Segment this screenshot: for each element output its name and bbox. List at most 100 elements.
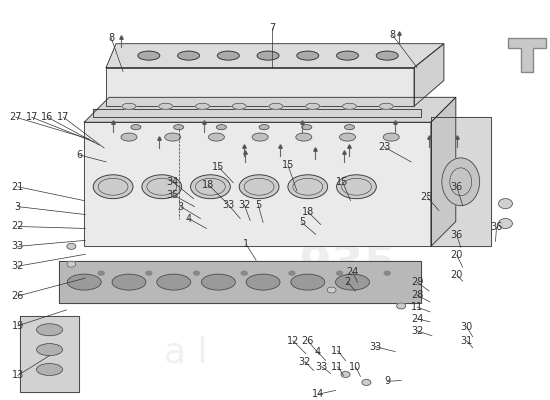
Ellipse shape: [67, 243, 76, 249]
Text: 32: 32: [411, 326, 424, 336]
Ellipse shape: [362, 380, 371, 385]
Ellipse shape: [306, 103, 320, 109]
Ellipse shape: [37, 364, 63, 376]
Text: a l: a l: [164, 336, 207, 370]
Text: 8: 8: [108, 33, 114, 43]
Ellipse shape: [397, 303, 405, 309]
Polygon shape: [94, 109, 421, 117]
Ellipse shape: [269, 103, 283, 109]
Text: es: es: [268, 147, 392, 240]
Ellipse shape: [289, 271, 295, 275]
Polygon shape: [431, 117, 491, 246]
Ellipse shape: [336, 274, 370, 290]
Text: 13: 13: [12, 370, 24, 380]
Text: 2: 2: [344, 277, 351, 287]
Text: 15: 15: [212, 162, 224, 172]
Text: 8: 8: [389, 30, 395, 40]
Text: 36: 36: [450, 182, 463, 192]
Text: 25: 25: [421, 192, 433, 202]
Text: 30: 30: [460, 322, 473, 332]
Ellipse shape: [196, 103, 210, 109]
Ellipse shape: [246, 274, 280, 290]
Text: 26: 26: [12, 291, 24, 301]
Ellipse shape: [376, 51, 398, 60]
Ellipse shape: [288, 175, 328, 199]
Text: 7: 7: [269, 23, 275, 33]
Text: 5: 5: [255, 200, 261, 210]
Ellipse shape: [178, 51, 200, 60]
Polygon shape: [508, 38, 546, 72]
Ellipse shape: [142, 175, 182, 199]
Text: 32: 32: [12, 261, 24, 271]
Text: 24: 24: [346, 267, 359, 277]
Ellipse shape: [297, 51, 318, 60]
Ellipse shape: [337, 175, 376, 199]
Text: 29: 29: [411, 277, 424, 287]
Text: 3: 3: [178, 202, 184, 212]
Ellipse shape: [498, 218, 513, 228]
Ellipse shape: [257, 51, 279, 60]
Text: 18: 18: [202, 180, 215, 190]
Ellipse shape: [337, 51, 359, 60]
Ellipse shape: [252, 133, 268, 141]
Text: 32: 32: [299, 356, 311, 366]
Ellipse shape: [302, 125, 312, 130]
Text: 31: 31: [460, 336, 473, 346]
Text: 11: 11: [411, 302, 423, 312]
Ellipse shape: [259, 125, 269, 130]
Ellipse shape: [146, 271, 152, 275]
Ellipse shape: [232, 103, 246, 109]
Text: 24: 24: [411, 314, 424, 324]
Text: 11: 11: [332, 362, 344, 372]
Text: 3: 3: [15, 202, 21, 212]
Text: 35: 35: [167, 190, 179, 200]
Ellipse shape: [327, 287, 336, 293]
Text: 28: 28: [411, 290, 424, 300]
Ellipse shape: [379, 103, 393, 109]
Polygon shape: [106, 44, 444, 68]
Polygon shape: [20, 316, 79, 392]
Ellipse shape: [121, 133, 137, 141]
Text: 36: 36: [450, 230, 463, 240]
Text: 22: 22: [12, 222, 24, 232]
Ellipse shape: [157, 274, 190, 290]
Text: 9: 9: [384, 376, 390, 386]
Ellipse shape: [159, 103, 173, 109]
Text: 15: 15: [337, 177, 349, 187]
Ellipse shape: [37, 344, 63, 356]
Ellipse shape: [165, 133, 180, 141]
Ellipse shape: [291, 274, 324, 290]
Ellipse shape: [384, 271, 390, 275]
Text: 20: 20: [450, 250, 463, 260]
Text: 16: 16: [41, 112, 54, 122]
Text: 33: 33: [316, 362, 328, 372]
Ellipse shape: [68, 274, 101, 290]
Ellipse shape: [131, 125, 141, 130]
Ellipse shape: [339, 133, 355, 141]
Text: 15: 15: [282, 160, 294, 170]
Text: 33: 33: [12, 241, 24, 251]
Text: 1: 1: [243, 239, 249, 249]
Text: 27: 27: [9, 112, 22, 122]
Text: 17: 17: [57, 112, 70, 122]
Text: 17: 17: [25, 112, 38, 122]
Ellipse shape: [239, 175, 279, 199]
Ellipse shape: [174, 125, 184, 130]
Ellipse shape: [194, 271, 200, 275]
Ellipse shape: [217, 51, 239, 60]
Text: 6: 6: [76, 150, 82, 160]
Ellipse shape: [343, 103, 356, 109]
Ellipse shape: [344, 125, 354, 130]
Ellipse shape: [122, 103, 136, 109]
Text: 19: 19: [12, 321, 24, 331]
Ellipse shape: [208, 133, 224, 141]
Text: 5: 5: [299, 218, 305, 228]
Text: 12: 12: [287, 336, 299, 346]
Text: 935: 935: [298, 244, 397, 289]
Polygon shape: [431, 97, 456, 246]
Ellipse shape: [498, 199, 513, 208]
Text: 20: 20: [450, 270, 463, 280]
Text: 14: 14: [312, 389, 324, 399]
Ellipse shape: [190, 175, 230, 199]
Text: 18: 18: [301, 206, 314, 216]
